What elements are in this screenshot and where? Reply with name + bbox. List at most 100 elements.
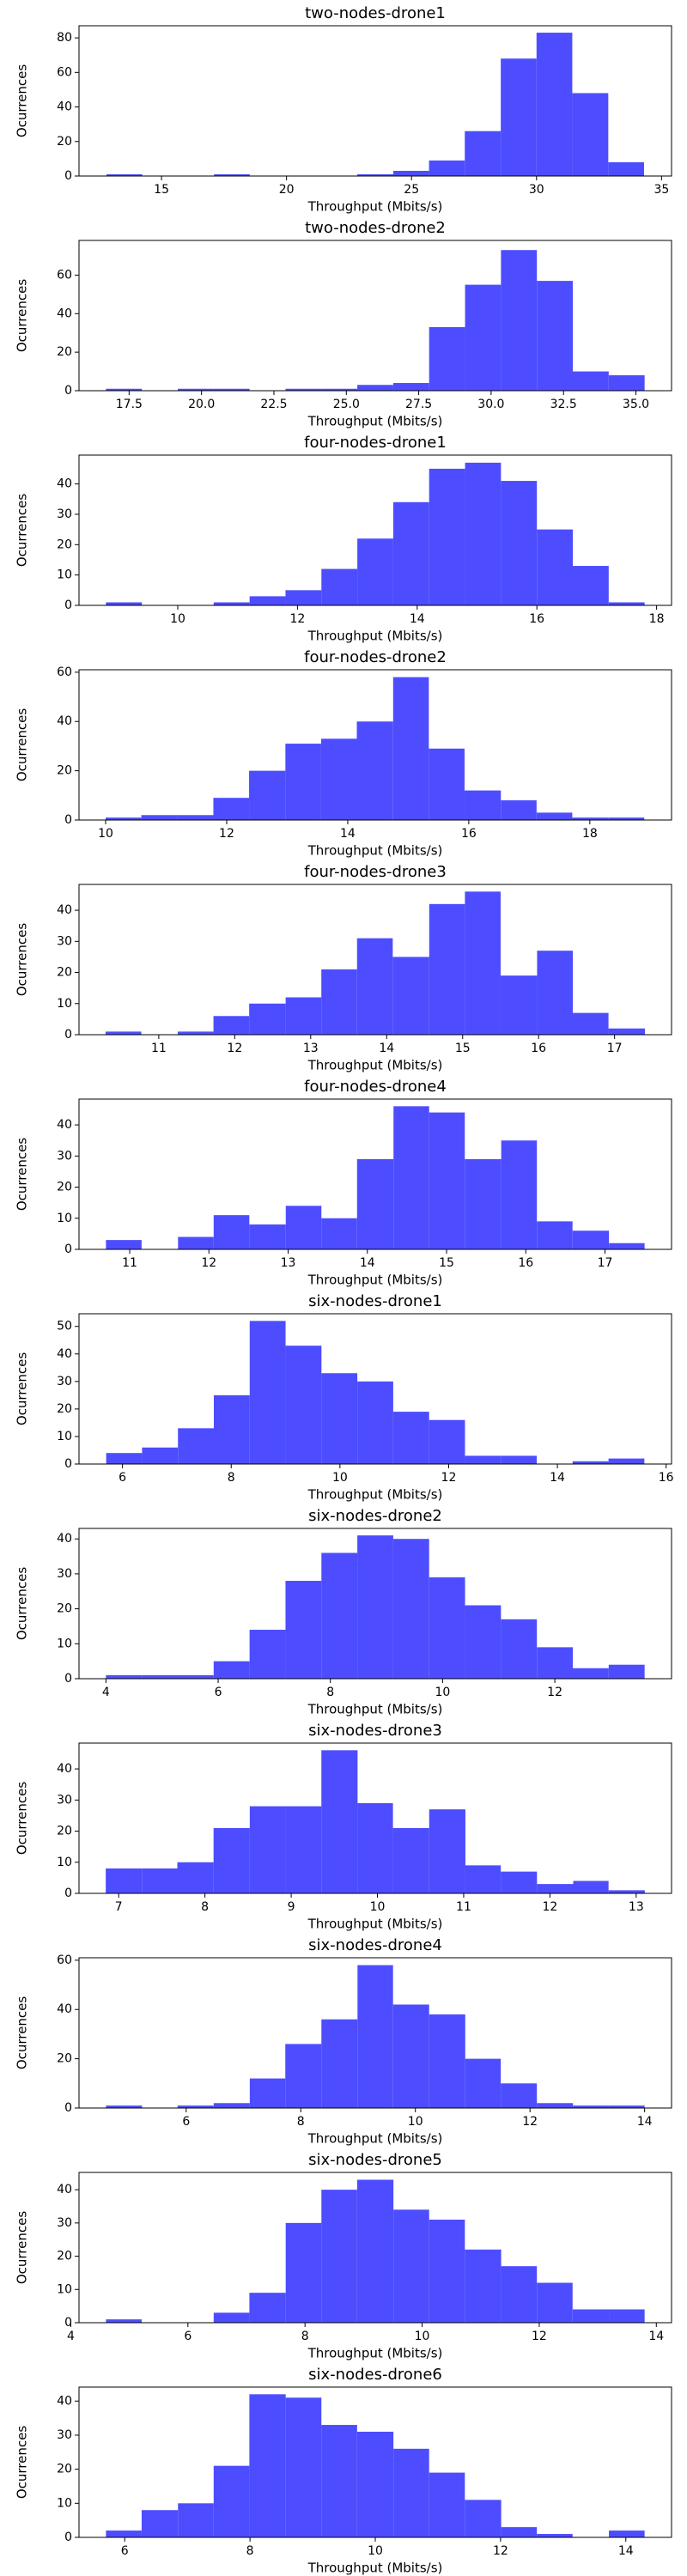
bar [249, 2394, 286, 2537]
bar [357, 385, 393, 391]
bar [392, 501, 429, 605]
x-axis-label: Throughput (Mbits/s) [307, 2561, 443, 2576]
x-axis-label: Throughput (Mbits/s) [307, 1058, 443, 1073]
x-tick-label: 14 [648, 2330, 664, 2343]
y-tick-label: 40 [57, 100, 72, 114]
bar [573, 371, 609, 391]
y-tick-label: 40 [57, 903, 72, 917]
x-tick-label: 25 [404, 183, 419, 197]
x-tick-label: 8 [297, 2115, 305, 2129]
x-tick-label: 12 [493, 2544, 508, 2558]
bar [429, 903, 465, 1035]
bar [572, 1230, 610, 1249]
subplot: four-nodes-drone2 10 12 14 16 18 0 20 40 60 Throug… [15, 648, 672, 859]
y-tick-label: 40 [57, 2002, 72, 2016]
x-tick-label: 32.5 [550, 398, 577, 411]
bar [321, 2019, 358, 2108]
y-tick-label: 20 [57, 1825, 72, 1838]
bar [178, 1674, 214, 1679]
bar [536, 33, 573, 177]
y-tick-label: 30 [57, 934, 72, 948]
bar [213, 2103, 250, 2108]
x-tick-label: 10 [415, 2330, 430, 2343]
x-tick-label: 16 [461, 827, 477, 841]
x-axis-label: Throughput (Mbits/s) [307, 1702, 443, 1717]
subplot: two-nodes-drone1 15 20 25 30 35 0 20 40 60 80 Throu… [15, 4, 672, 215]
x-tick-label: 12 [219, 827, 234, 841]
x-tick-label: 6 [182, 2115, 190, 2129]
bar [608, 2105, 645, 2108]
bar [429, 2014, 465, 2108]
bar [609, 2530, 645, 2537]
bar [178, 1428, 214, 1464]
subplot-title: four-nodes-drone1 [304, 434, 447, 452]
bar [465, 1865, 502, 1893]
plot-frame [78, 454, 672, 606]
bar [465, 891, 501, 1035]
bar [537, 2282, 573, 2323]
bar [573, 2105, 609, 2108]
x-tick-label: 6 [119, 1471, 126, 1485]
bar [249, 770, 286, 820]
x-tick-label: 11 [151, 1042, 167, 1055]
plot-frame [78, 1957, 672, 2109]
subplot-title: six-nodes-drone1 [308, 1292, 442, 1310]
bar [321, 1552, 358, 1679]
x-tick-label: 17.5 [116, 398, 143, 411]
plot-frame [78, 1313, 672, 1465]
x-tick-label: 12 [289, 612, 305, 626]
bar [285, 1206, 322, 1249]
bar [106, 2530, 142, 2537]
bar [357, 1965, 393, 2108]
bar [106, 817, 142, 820]
bar [429, 1577, 465, 1679]
x-axis-label: Throughput (Mbits/s) [307, 414, 443, 429]
bar [572, 93, 609, 176]
bar [249, 596, 286, 605]
x-tick-label: 4 [102, 1686, 110, 1699]
y-axis-label: Ocurrences [15, 1352, 30, 1426]
bar [501, 2083, 538, 2108]
bar [608, 1028, 646, 1035]
bar [465, 1158, 502, 1249]
x-tick-label: 20 [279, 183, 295, 197]
x-tick-label: 22.5 [260, 398, 287, 411]
bar [356, 2431, 394, 2537]
bar [106, 1868, 143, 1893]
x-tick-label: 10 [435, 1686, 450, 1699]
bar [573, 566, 609, 605]
bar [285, 1806, 322, 1893]
y-axis-label: Ocurrences [15, 708, 30, 782]
bar [573, 1668, 609, 1679]
bar [572, 1461, 609, 1464]
bar [572, 2309, 610, 2323]
y-axis-label: Ocurrences [15, 2211, 30, 2285]
y-tick-label: 0 [64, 1672, 72, 1686]
x-tick-label: 8 [201, 1900, 209, 1914]
bar [321, 2425, 357, 2537]
bar [320, 738, 357, 820]
bar [465, 131, 502, 176]
x-tick-label: 30 [529, 183, 544, 197]
x-axis-label: Throughput (Mbits/s) [307, 2346, 443, 2361]
x-tick-label: 6 [215, 1686, 222, 1699]
bar [321, 2190, 357, 2323]
bar [285, 388, 322, 391]
x-tick-label: 9 [288, 1900, 295, 1914]
y-tick-label: 0 [64, 2316, 72, 2330]
y-axis-label: Ocurrences [15, 1567, 30, 1641]
bar [429, 326, 465, 391]
bar [392, 2004, 429, 2108]
bar [356, 721, 393, 820]
bar [392, 677, 429, 820]
bar [285, 2397, 322, 2537]
y-tick-label: 10 [57, 568, 72, 582]
bar [106, 2319, 142, 2323]
bar [465, 2058, 502, 2108]
y-tick-label: 30 [57, 1149, 72, 1163]
bar [141, 2510, 179, 2537]
bar [357, 538, 393, 605]
bar [392, 383, 429, 391]
y-tick-label: 40 [57, 714, 72, 728]
